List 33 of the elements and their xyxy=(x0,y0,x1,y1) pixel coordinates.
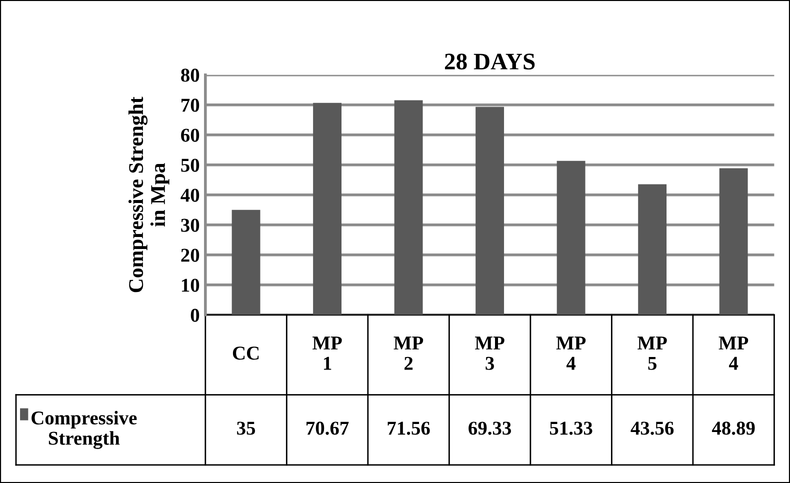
x-tick-label: MP 1 xyxy=(312,336,342,370)
y-tick-label: 30 xyxy=(181,218,200,232)
data-label: 69.33 xyxy=(468,422,512,435)
x-tick-label: MP 4 xyxy=(556,336,586,370)
bar xyxy=(313,102,342,315)
bar xyxy=(556,160,586,315)
bar xyxy=(638,184,667,315)
y-tick-label: 40 xyxy=(180,188,200,202)
y-tick-label: 70 xyxy=(182,98,200,112)
x-tick-label: MP 4 xyxy=(718,336,748,370)
x-tick-label: MP 3 xyxy=(475,336,504,370)
y-tick-label: 80 xyxy=(181,68,200,82)
data-label: 43.56 xyxy=(630,422,674,435)
y-axis-title: Compressive Strenght in Mpa xyxy=(128,96,170,292)
data-label: 48.89 xyxy=(712,422,755,435)
x-tick-label: CC xyxy=(232,346,259,360)
y-tick-label: 20 xyxy=(181,248,200,262)
chart-title: 28 DAYS xyxy=(444,54,535,70)
data-label: 35 xyxy=(237,422,256,435)
legend-label: Compressive Strength xyxy=(32,410,137,449)
data-label: 51.33 xyxy=(550,422,592,435)
data-label: 71.56 xyxy=(388,422,430,435)
y-tick-label: 10 xyxy=(182,278,200,292)
x-tick-label: MP 5 xyxy=(638,336,667,370)
bar xyxy=(719,168,748,315)
y-tick-label: 0 xyxy=(190,308,200,322)
bar xyxy=(394,100,423,315)
y-tick-label: 60 xyxy=(181,128,200,142)
x-tick-label: MP 2 xyxy=(394,336,424,370)
data-label: 70.67 xyxy=(306,422,349,435)
bar xyxy=(232,210,260,315)
bar xyxy=(476,106,504,315)
y-tick-label: 50 xyxy=(181,158,200,172)
